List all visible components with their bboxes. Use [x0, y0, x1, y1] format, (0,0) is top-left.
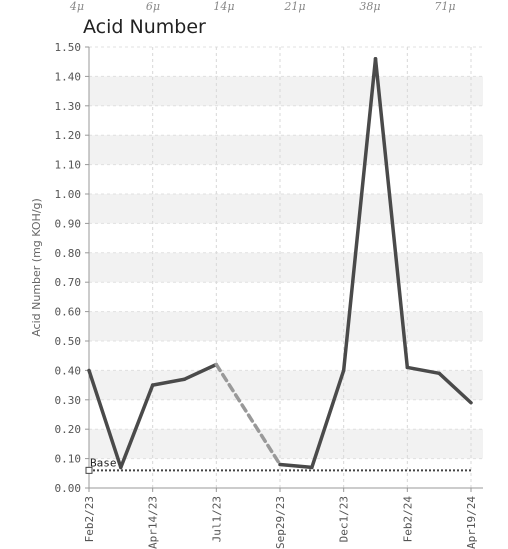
y-tick-label: 0.50 — [55, 335, 82, 348]
series-segment — [87, 368, 123, 470]
background-bands — [89, 76, 483, 459]
x-tick-label: Jul1/23 — [210, 496, 223, 542]
y-tick-label: 1.30 — [55, 100, 82, 113]
top-label: 21μ — [283, 0, 305, 13]
y-tick-label: 0.10 — [55, 453, 82, 466]
top-label: 38μ — [359, 0, 380, 13]
series-segment — [119, 383, 155, 470]
background-band — [89, 76, 483, 106]
series-segment — [341, 57, 378, 373]
background-band — [89, 311, 483, 341]
top-label: 6μ — [146, 0, 160, 13]
y-tick-label: 1.20 — [55, 129, 82, 142]
series-segment — [373, 57, 410, 370]
x-tick-label: Apr14/23 — [147, 496, 160, 549]
y-tick-label: 0.20 — [55, 423, 82, 436]
top-label: 14μ — [213, 0, 234, 13]
axes — [88, 47, 483, 489]
series-segment — [405, 365, 441, 376]
x-tick-labels: Feb2/23 Apr14/23 Jul1/23 Sep29/23 Dec1/23 Feb… — [83, 488, 478, 549]
background-band — [89, 135, 483, 165]
x-tick-label: Feb2/24 — [401, 496, 414, 543]
y-axis-label: Acid Number (mg KOH/g) — [30, 198, 43, 337]
y-tick-label: 0.80 — [55, 247, 82, 260]
background-band — [89, 429, 483, 459]
top-labels: 4μ 6μ 14μ 21μ 38μ 71μ — [69, 0, 456, 13]
top-label: 4μ — [69, 0, 84, 13]
series-segment — [182, 362, 219, 381]
series-lines — [87, 57, 473, 470]
series-segment — [437, 371, 473, 405]
series-segment — [150, 377, 187, 387]
top-label: 71μ — [434, 0, 455, 13]
series-segment — [278, 462, 314, 470]
y-tick-label: 0.00 — [55, 482, 82, 495]
y-tick-labels: 0.00 0.10 0.20 0.30 0.40 0.50 0.60 0.70 0.80 0.90… — [55, 41, 89, 495]
baseline-label: Base — [90, 456, 117, 469]
background-band — [89, 252, 483, 283]
series-segment-dashed — [214, 362, 282, 467]
baseline: Base — [85, 456, 471, 474]
y-tick-label: 1.50 — [55, 41, 82, 54]
y-tick-label: 0.40 — [55, 364, 82, 377]
x-tick-label: Feb2/23 — [83, 496, 96, 542]
baseline-marker — [85, 466, 93, 474]
y-tick-label: 0.70 — [55, 276, 82, 289]
y-tick-label: 1.40 — [55, 70, 82, 83]
x-tick-label: Dec1/23 — [338, 496, 351, 542]
y-tick-label: 1.00 — [55, 188, 82, 201]
x-tick-label: Sep29/23 — [274, 496, 287, 549]
series-segment — [310, 368, 346, 470]
y-tick-label: 0.30 — [55, 394, 82, 407]
chart-title: Acid Number — [83, 16, 206, 38]
y-tick-label: 0.90 — [55, 217, 82, 230]
y-tick-label: 1.10 — [55, 159, 82, 172]
x-tick-label: Apr19/24 — [465, 496, 478, 549]
background-band — [89, 194, 483, 224]
y-tick-label: 0.60 — [55, 306, 82, 319]
